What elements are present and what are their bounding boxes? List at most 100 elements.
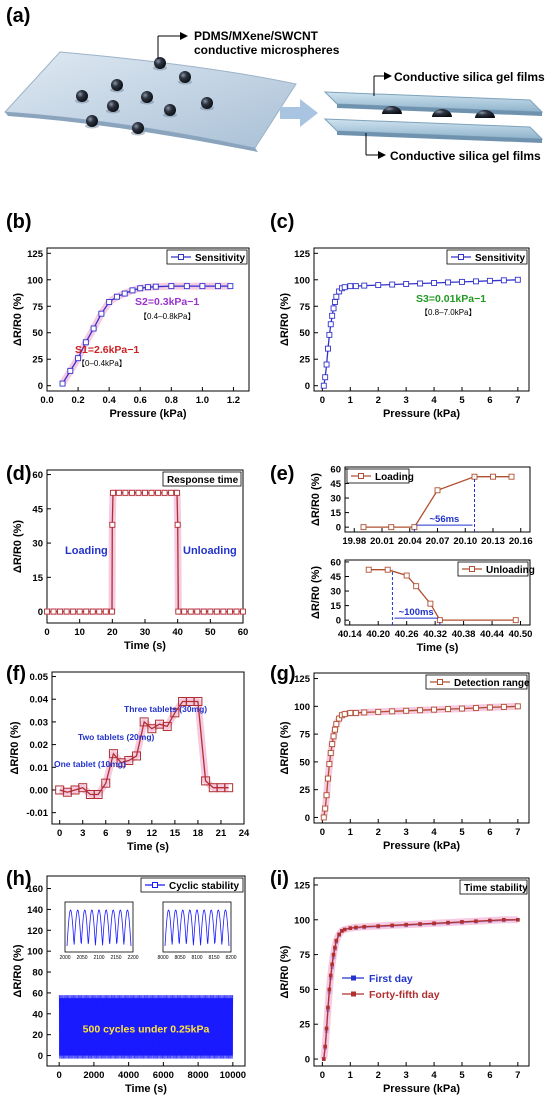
data-point	[121, 290, 128, 297]
data-point	[199, 283, 206, 290]
x-axis-label: Pressure (kPa)	[383, 1083, 460, 1095]
data-point	[334, 938, 339, 943]
data-point	[446, 920, 450, 925]
legend: Response time	[162, 471, 242, 487]
plot-frame	[344, 559, 531, 626]
data-point	[183, 283, 190, 290]
x-tick-label: 2000	[83, 1070, 104, 1081]
data-point	[147, 724, 157, 734]
x-axis-label: Time (s)	[417, 642, 459, 654]
inset-tick-label: 8200	[225, 955, 236, 961]
film-top-label: Conductive silica gel films	[394, 70, 545, 84]
microsphere	[107, 100, 119, 112]
title-box-frame	[459, 879, 528, 895]
y-tick-label: 60	[32, 988, 43, 999]
y-tick-label: 0.01	[30, 763, 49, 774]
x-tick-label: 6000	[153, 1070, 174, 1081]
plot-frame	[46, 875, 246, 1067]
x-tick-label: 3	[80, 828, 85, 839]
data-point	[361, 709, 368, 716]
data-point	[403, 572, 410, 579]
x-tick-label: 0.8	[165, 395, 178, 406]
data-point	[323, 361, 330, 368]
y-tick-label: 80	[32, 968, 43, 979]
data-point	[472, 705, 479, 711]
inset-tick-label: 2000	[59, 955, 70, 961]
inset-tick-label: 2150	[110, 955, 121, 961]
x-tick-label: 40.20	[366, 629, 390, 640]
x-tick-label: 0.6	[134, 395, 147, 406]
y-tick-label: 0	[38, 381, 43, 392]
data-point	[162, 721, 172, 731]
data-point	[194, 608, 201, 615]
data-point	[330, 733, 337, 740]
y-tick-label: 15	[32, 573, 43, 584]
panel-label: (f)	[6, 663, 26, 685]
legend-label: Forty-fifth day	[369, 989, 440, 1001]
data-point	[122, 489, 129, 496]
panel-label: (a)	[6, 5, 30, 27]
annotation-unloading: Unloading	[183, 545, 237, 557]
data-point	[76, 608, 83, 615]
microsphere	[111, 79, 123, 91]
data-point	[128, 489, 135, 496]
panel-label: (i)	[270, 868, 289, 890]
x-tick-label: 6	[103, 828, 108, 839]
x-tick-label: 40.32	[423, 629, 447, 640]
legend-box	[346, 468, 410, 484]
data-point	[427, 600, 434, 607]
data-point	[348, 926, 353, 930]
data-point	[514, 703, 521, 710]
data-point	[418, 922, 422, 926]
y-axis-label: ΔR/R0 (%)	[310, 473, 322, 526]
data-point	[101, 778, 111, 788]
x-axis-label: Pressure (kPa)	[109, 408, 186, 420]
data-point	[389, 708, 396, 715]
y-tick-label: 0	[305, 381, 310, 392]
data-point	[240, 608, 246, 615]
data-point	[331, 299, 338, 305]
chart-c: 0 1 2 3 4 5 6 7 0 25 50 75 100 125 Pressure (kPa) ΔR/R0…	[279, 247, 530, 420]
legend-label: Response time	[167, 475, 239, 486]
x-tick-label: 0	[57, 828, 62, 839]
legend-marker	[358, 473, 364, 479]
y-axis-label: ΔR/R0 (%)	[310, 566, 322, 619]
data-point	[322, 374, 329, 381]
y-tick-label: 25	[32, 355, 43, 366]
x-tick-label: 20.16	[509, 536, 533, 547]
x-tick-label: 30	[140, 627, 151, 638]
title-box: Time stability	[459, 879, 528, 895]
x-tick-label: 3	[403, 827, 408, 838]
legend-label: Detection range	[454, 678, 530, 689]
data-point	[362, 924, 367, 929]
data-point	[327, 321, 334, 328]
y-tick-label: 0	[38, 1051, 43, 1062]
y-tick-label: -0.01	[26, 808, 48, 819]
annotation-s3-range: 【0.8–7.0kPa】	[420, 308, 476, 317]
legend-label: Sensitivity	[195, 253, 245, 264]
annotation-s2: S2=0.3kPa−1	[135, 296, 199, 308]
microspheres-label-2: conductive microspheres	[194, 43, 340, 57]
x-tick-label: 40.50	[509, 629, 533, 640]
data-point	[89, 608, 96, 615]
x-tick-label: 3	[403, 395, 408, 406]
y-tick-label: 75	[299, 302, 310, 313]
data-point	[445, 706, 451, 713]
panel-label: (g)	[270, 663, 296, 685]
legend-box	[457, 561, 529, 577]
y-tick-label: 125	[27, 249, 44, 260]
data-point	[431, 280, 438, 286]
y-axis-label: ΔR/R0 (%)	[279, 293, 291, 346]
data-point	[326, 761, 333, 768]
data-point	[403, 281, 410, 287]
x-tick-label: 0.0	[40, 395, 53, 406]
data-point	[142, 489, 148, 496]
series-glow	[320, 702, 518, 818]
y-tick-label: 45	[330, 479, 341, 490]
x-tick-label: 0.4	[103, 395, 117, 406]
x-tick-label: 7	[515, 1070, 520, 1081]
x-tick-label: 12	[147, 828, 158, 839]
x-tick-label: 5	[459, 1070, 465, 1081]
data-point	[445, 279, 451, 286]
chart-f: 0 3 6 9 12 15 18 21 24 -0.01 0.00 0.01 0.02 0.03 0.04 0…	[9, 671, 250, 853]
